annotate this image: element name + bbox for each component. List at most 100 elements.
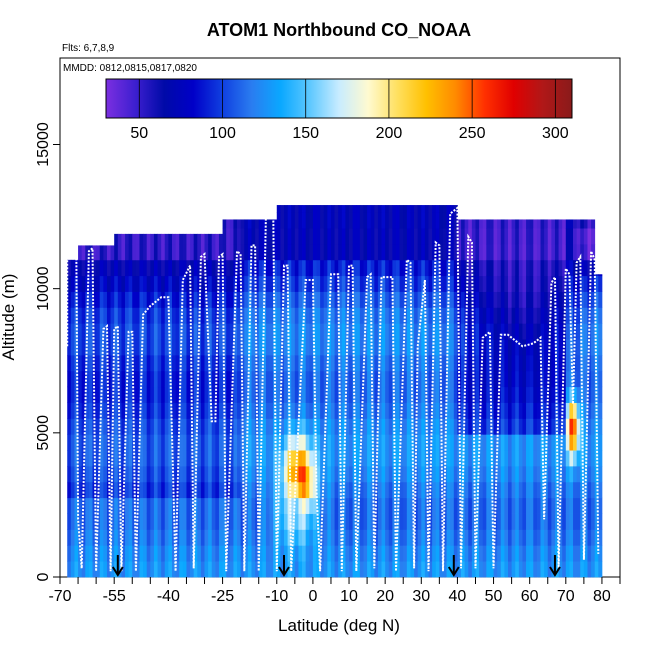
curtain-cell xyxy=(367,529,372,546)
curtain-cell xyxy=(132,545,137,562)
curtain-cell xyxy=(414,228,419,245)
curtain-cell xyxy=(291,275,296,292)
curtain-cell xyxy=(197,434,202,451)
curtain-cell xyxy=(591,259,596,277)
curtain-cell xyxy=(316,450,321,467)
curtain-cell xyxy=(468,450,473,467)
curtain-cell xyxy=(85,307,90,324)
curtain-cell xyxy=(489,259,494,277)
curtain-cell xyxy=(323,275,328,292)
curtain-cell xyxy=(540,243,545,261)
curtain-cell xyxy=(139,307,144,324)
curtain-cell xyxy=(287,450,292,467)
curtain-cell xyxy=(305,434,310,451)
curtain-cell xyxy=(330,259,335,277)
curtain-cell xyxy=(446,434,451,451)
curtain-cell xyxy=(135,545,140,562)
curtain-cell xyxy=(573,339,578,356)
curtain-cell xyxy=(316,529,321,546)
curtain-cell xyxy=(262,545,267,562)
curtain-cell xyxy=(547,275,552,292)
curtain-cell xyxy=(345,205,350,213)
curtain-cell xyxy=(377,481,382,499)
curtain-cell xyxy=(168,513,173,530)
curtain-cell xyxy=(150,434,155,451)
curtain-cell xyxy=(385,434,390,451)
curtain-cell xyxy=(316,307,321,324)
curtain-cell xyxy=(424,259,429,277)
curtain-cell xyxy=(435,212,440,229)
curtain-cell xyxy=(399,497,404,514)
curtain-cell xyxy=(179,418,184,435)
curtain-cell xyxy=(450,205,455,213)
curtain-cell xyxy=(121,354,126,372)
curtain-cell xyxy=(435,228,440,245)
curtain-cell xyxy=(157,465,162,483)
curtain-cell xyxy=(511,219,516,229)
curtain-cell xyxy=(233,561,238,578)
curtain-cell xyxy=(417,212,422,229)
curtain-cell xyxy=(511,481,516,499)
curtain-cell xyxy=(558,370,563,388)
curtain-cell xyxy=(583,386,588,403)
curtain-cell xyxy=(396,205,401,213)
curtain-cell xyxy=(233,513,238,530)
curtain-cell xyxy=(262,354,267,372)
curtain-cell xyxy=(284,291,289,308)
curtain-cell xyxy=(359,402,364,419)
curtain-cell xyxy=(298,275,303,292)
curtain-cell xyxy=(435,259,440,277)
curtain-cell xyxy=(125,481,130,499)
curtain-cell xyxy=(70,259,75,277)
curtain-cell xyxy=(377,243,382,261)
curtain-cell xyxy=(316,243,321,261)
curtain-cell xyxy=(406,212,411,229)
curtain-cell xyxy=(475,219,480,229)
curtain-cell xyxy=(547,243,552,261)
curtain-cell xyxy=(385,529,390,546)
curtain-cell xyxy=(161,545,166,562)
curtain-cell xyxy=(468,402,473,419)
curtain-cell xyxy=(197,402,202,419)
curtain-cell xyxy=(536,434,541,451)
curtain-cell xyxy=(211,339,216,356)
curtain-cell xyxy=(121,339,126,356)
curtain-cell xyxy=(385,386,390,403)
curtain-cell xyxy=(562,386,567,403)
curtain-cell xyxy=(222,323,227,340)
curtain-cell xyxy=(479,323,484,340)
curtain-cell xyxy=(504,228,509,245)
curtain-cell xyxy=(442,205,447,213)
curtain-cell xyxy=(67,275,72,292)
curtain-cell xyxy=(554,339,559,356)
curtain-cell xyxy=(182,450,187,467)
curtain-cell xyxy=(439,339,444,356)
curtain-cell xyxy=(164,402,169,419)
curtain-cell xyxy=(442,323,447,340)
curtain-cell xyxy=(381,275,386,292)
curtain-cell xyxy=(327,450,332,467)
curtain-cell xyxy=(453,450,458,467)
curtain-cell xyxy=(363,205,368,213)
curtain-cell xyxy=(518,386,523,403)
curtain-cell xyxy=(493,481,498,499)
curtain-cell xyxy=(511,434,516,451)
curtain-cell xyxy=(468,307,473,324)
curtain-cell xyxy=(197,418,202,435)
curtain-cell xyxy=(450,339,455,356)
curtain-cell xyxy=(327,465,332,483)
curtain-cell xyxy=(200,434,205,451)
curtain-cell xyxy=(508,561,513,578)
curtain-cell xyxy=(359,529,364,546)
curtain-cell xyxy=(117,275,122,292)
curtain-cell xyxy=(153,291,158,308)
curtain-cell xyxy=(547,402,552,419)
curtain-cell xyxy=(287,259,292,277)
curtain-cell xyxy=(497,450,502,467)
curtain-cell xyxy=(439,529,444,546)
curtain-cell xyxy=(359,205,364,213)
curtain-cell xyxy=(287,513,292,530)
curtain-cell xyxy=(128,370,133,388)
curtain-cell xyxy=(139,259,144,277)
